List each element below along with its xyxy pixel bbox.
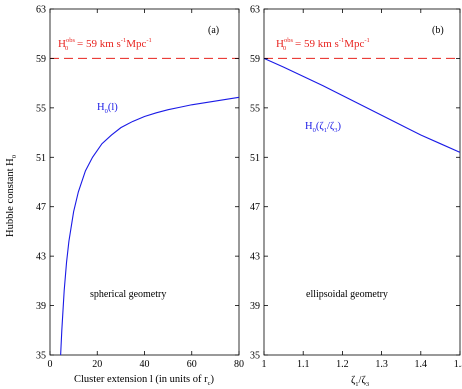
panel-a-frame	[49, 8, 240, 356]
panel-b-y-tick-label: 43	[250, 252, 260, 263]
y-axis-label: Hubble constant H0	[5, 155, 18, 237]
panel-a-y-tick-label: 59	[36, 54, 46, 65]
panel-a-y-tick-label: 55	[36, 103, 46, 114]
panel-a-y-tick-label: 47	[36, 202, 46, 213]
panel-b-reference-label: Hobs 0 = 59 km s-1Mpc-1	[276, 37, 370, 52]
panel-a-y-tick-label: 63	[36, 5, 46, 16]
panel-a-y-tick-label: 51	[36, 153, 46, 164]
panel-b-frame	[263, 8, 461, 356]
panel-a-tag: (a)	[208, 25, 219, 36]
panel-b-x-tick-label: 1.4	[415, 359, 428, 370]
panel-a-x-axis-label: Cluster extension l (in units of rc)	[74, 374, 214, 387]
panel-b-series-line	[263, 57, 461, 153]
panel-b-y-tick-label: 55	[250, 103, 260, 114]
panel-b-y-tick-label: 63	[250, 5, 260, 16]
panel-a-x-tick-label: 60	[187, 359, 197, 370]
panel-a-geometry-note: spherical geometry	[90, 289, 166, 300]
panel-b-x-tick-label: 1.2	[336, 359, 349, 370]
panel-a-y-tick-label: 35	[36, 351, 46, 362]
panel-b-y-tick-label: 59	[250, 54, 260, 65]
panel-a-curve-label: H0(l)	[97, 102, 118, 115]
panel-b-x-axis-label: ζ1/ζ3	[351, 375, 369, 388]
panel-a-x-tick-label: 20	[92, 359, 102, 370]
panel-a-x-tick-label: 0	[48, 359, 53, 370]
panel-b-y-tick-label: 47	[250, 202, 260, 213]
panel-a-series-line	[60, 96, 240, 356]
panel-b-y-tick-label: 51	[250, 153, 260, 164]
panel-b-tag: (b)	[432, 25, 444, 36]
panel-b-ticks: 1 1.1 1.2 1.3 1.4 1.5 35 39 43 47 51 55 59 63	[250, 5, 462, 371]
panel-b-geometry-note: ellipsoidal geometry	[306, 289, 388, 300]
panel-b-x-tick-label: 1.5	[454, 359, 462, 370]
panel-b-y-tick-label: 39	[250, 301, 260, 312]
panel-a-reference-label: Hobs 0 = 59 km s-1Mpc-1	[58, 37, 152, 52]
panel-a-ticks: 0 20 40 60 80 35 39 43 47 51 55 59 63	[36, 5, 244, 371]
panel-b-y-tick-label: 35	[250, 351, 260, 362]
panel-b-x-tick-label: 1.3	[375, 359, 388, 370]
panel-a-x-tick-label: 40	[140, 359, 150, 370]
panel-b: 1 1.1 1.2 1.3 1.4 1.5 35 39 43 47 51 55 59 63 (b) Hob…	[250, 5, 462, 389]
panel-a: 0 20 40 60 80 35 39 43 47 51 55 59 63 (a) Hobs 0 = 59…	[36, 5, 244, 388]
panel-b-x-tick-label: 1.1	[297, 359, 310, 370]
panel-a-x-tick-label: 80	[234, 359, 244, 370]
panel-b-curve-label: H0(ζ1/ζ3)	[305, 121, 341, 134]
panel-a-y-tick-label: 43	[36, 252, 46, 263]
panel-b-x-tick-label: 1	[262, 359, 267, 370]
panel-a-y-tick-label: 39	[36, 301, 46, 312]
